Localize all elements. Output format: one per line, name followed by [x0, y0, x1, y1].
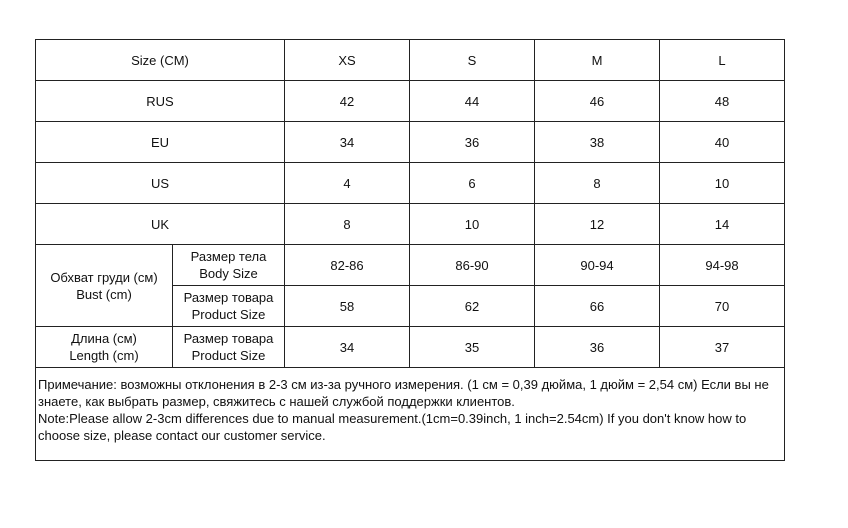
row-label: UK: [35, 203, 285, 245]
cell: 58: [284, 285, 410, 327]
cell: 14: [659, 203, 785, 245]
table-row: EU 34 36 38 40: [35, 121, 785, 163]
cell: 70: [659, 285, 785, 327]
length-row: Длина (см) Length (cm) Размер товара Pro…: [35, 326, 785, 368]
cell: 66: [534, 285, 660, 327]
size-s: S: [409, 39, 535, 81]
product-size-label: Размер товара Product Size: [172, 326, 285, 368]
product-size-ru: Размер товара: [183, 331, 274, 346]
cell: 42: [284, 80, 410, 122]
cell: 82-86: [284, 244, 410, 286]
row-label: RUS: [35, 80, 285, 122]
product-size-label: Размер товара Product Size: [172, 285, 285, 327]
cell: 8: [284, 203, 410, 245]
cell: 10: [659, 162, 785, 204]
cell: 46: [534, 80, 660, 122]
bust-body-row: Обхват груди (см) Bust (cm) Размер тела …: [35, 244, 785, 327]
length-label-ru: Длина (см): [71, 331, 137, 346]
header-row: Size (CM) XS S M L: [35, 39, 785, 81]
bust-label-ru: Обхват груди (см): [50, 269, 158, 285]
size-chart-table: Size (CM) XS S M L RUS 42 44 46 48 EU 34…: [35, 39, 785, 461]
cell: 8: [534, 162, 660, 204]
table-row: UK 8 10 12 14: [35, 203, 785, 245]
length-label-en: Length (cm): [69, 348, 139, 363]
cell: 35: [409, 326, 535, 368]
note-ru: Примечание: возможны отклонения в 2-3 см…: [38, 377, 769, 409]
bust-product-row: Размер товара Product Size 58 62 66 70: [36, 285, 785, 327]
product-size-en: Product Size: [191, 348, 266, 363]
row-label: EU: [35, 121, 285, 163]
product-size-ru: Размер товара: [183, 290, 274, 305]
cell: 36: [409, 121, 535, 163]
bust-label-en: Bust (cm): [76, 286, 132, 302]
note-row: Примечание: возможны отклонения в 2-3 см…: [35, 367, 785, 461]
size-xs: XS: [284, 39, 410, 81]
cell: 37: [659, 326, 785, 368]
note: Примечание: возможны отклонения в 2-3 см…: [35, 367, 785, 461]
table-row: US 4 6 8 10: [35, 162, 785, 204]
bust-label: Обхват груди (см) Bust (cm): [35, 244, 173, 327]
size-m: M: [534, 39, 660, 81]
cell: 90-94: [534, 244, 660, 286]
cell: 6: [409, 162, 535, 204]
cell: 36: [534, 326, 660, 368]
note-en: Note:Please allow 2-3cm differences due …: [38, 411, 747, 443]
cell: 10: [409, 203, 535, 245]
row-label: US: [35, 162, 285, 204]
product-size-en: Product Size: [191, 307, 266, 322]
cell: 38: [534, 121, 660, 163]
cell: 48: [659, 80, 785, 122]
table-row: RUS 42 44 46 48: [35, 80, 785, 122]
length-label: Длина (см) Length (cm): [35, 326, 173, 368]
body-size-en: Body Size: [199, 266, 258, 281]
cell: 34: [284, 326, 410, 368]
cell: 40: [659, 121, 785, 163]
header-label: Size (CM): [35, 39, 285, 81]
cell: 44: [409, 80, 535, 122]
cell: 62: [409, 285, 535, 327]
cell: 34: [284, 121, 410, 163]
cell: 4: [284, 162, 410, 204]
cell: 86-90: [409, 244, 535, 286]
body-size-label: Размер тела Body Size: [172, 244, 285, 286]
cell: 12: [534, 203, 660, 245]
size-l: L: [659, 39, 785, 81]
cell: 94-98: [659, 244, 785, 286]
body-size-ru: Размер тела: [190, 249, 267, 264]
